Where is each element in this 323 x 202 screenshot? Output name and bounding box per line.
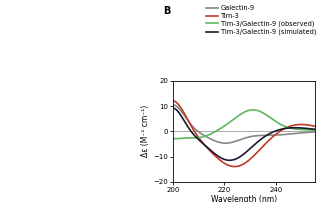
Text: B: B	[163, 6, 171, 16]
X-axis label: Wavelength (nm): Wavelength (nm)	[211, 196, 277, 202]
Legend: Galectin-9, Tim-3, Tim-3/Galectin-9 (observed), Tim-3/Galectin-9 (simulated): Galectin-9, Tim-3, Tim-3/Galectin-9 (obs…	[206, 5, 317, 35]
Y-axis label: Δε (M⁻¹ cm⁻¹): Δε (M⁻¹ cm⁻¹)	[141, 105, 150, 157]
